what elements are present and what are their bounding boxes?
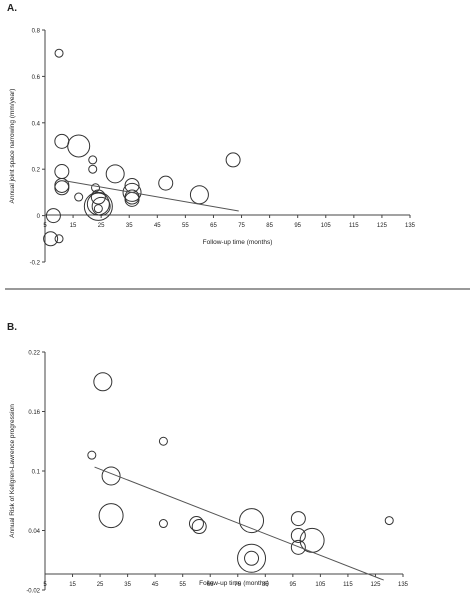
x-tick-label: 115 <box>343 582 353 588</box>
x-tick-label: 35 <box>126 223 133 229</box>
x-tick-label: 45 <box>152 582 159 588</box>
data-point <box>88 155 98 165</box>
data-point <box>158 175 174 191</box>
y-tick-label: -0.2 <box>30 261 41 267</box>
data-point <box>105 164 125 184</box>
data-point <box>244 550 260 566</box>
y-axis-title: Annual Risk of Kellgren-Lawrence progres… <box>9 404 16 538</box>
data-point <box>239 508 265 534</box>
y-tick-label: 0.16 <box>28 410 40 416</box>
data-point <box>237 543 267 573</box>
y-axis-title: Annual joint space narrowing (mm/year) <box>9 89 16 204</box>
data-point <box>45 208 61 224</box>
data-point <box>87 450 97 460</box>
x-tick-label: 135 <box>398 582 409 588</box>
x-axis-title: Follow-up time (months) <box>203 239 273 246</box>
y-tick-label: 0.04 <box>28 529 40 535</box>
x-tick-label: 15 <box>70 223 77 229</box>
data-point <box>91 196 111 216</box>
data-point <box>189 185 209 205</box>
x-tick-label: 25 <box>97 582 104 588</box>
data-point <box>54 164 70 180</box>
x-tick-label: 85 <box>266 223 273 229</box>
x-axis-title: Follow-up time (months) <box>199 580 269 587</box>
y-tick-label: 0 <box>37 214 41 220</box>
x-tick-label: 125 <box>370 582 381 588</box>
x-tick-label: 85 <box>262 582 269 588</box>
y-tick-label: -0.02 <box>26 589 40 595</box>
data-point <box>74 192 84 202</box>
x-tick-label: 105 <box>321 223 332 229</box>
data-point <box>290 511 306 527</box>
data-point <box>191 519 207 535</box>
data-point <box>90 189 106 205</box>
data-point <box>93 372 113 392</box>
data-point <box>158 519 168 529</box>
x-tick-label: 95 <box>294 223 301 229</box>
x-tick-label: 115 <box>349 223 359 229</box>
trend-line <box>64 180 239 212</box>
data-point <box>54 180 70 196</box>
data-point <box>158 436 168 446</box>
data-point <box>225 152 241 168</box>
x-tick-label: 135 <box>405 223 416 229</box>
data-point <box>54 133 70 149</box>
data-point <box>98 503 124 529</box>
x-tick-label: 5 <box>43 582 47 588</box>
data-point <box>122 182 142 202</box>
panel-label: B. <box>7 322 17 333</box>
x-tick-label: 105 <box>315 582 326 588</box>
y-tick-label: 0.8 <box>32 29 41 35</box>
y-tick-label: 0.2 <box>32 168 41 174</box>
data-point <box>88 164 98 174</box>
data-point <box>67 134 91 158</box>
panel-label: A. <box>7 3 17 14</box>
x-tick-label: 95 <box>290 582 297 588</box>
data-point <box>83 191 113 221</box>
data-point <box>43 231 59 247</box>
y-tick-label: 0.22 <box>28 351 40 357</box>
x-tick-label: 55 <box>182 223 189 229</box>
x-tick-label: 55 <box>179 582 186 588</box>
x-tick-label: 35 <box>124 582 131 588</box>
panel-b-chart: B. -0.02 0.04 0.1 0.16 0.22 5 15 25 35 45 55 65 75 85 9… <box>7 322 409 595</box>
data-point <box>54 48 64 58</box>
y-tick-label: 0.1 <box>32 470 41 476</box>
data-point <box>384 516 394 526</box>
x-tick-label: 75 <box>234 582 241 588</box>
data-point <box>91 183 101 193</box>
x-tick-label: 15 <box>69 582 76 588</box>
x-tick-label: 65 <box>210 223 217 229</box>
x-tick-label: 45 <box>154 223 161 229</box>
x-tick-label: 65 <box>207 582 214 588</box>
x-tick-label: 25 <box>98 223 105 229</box>
x-tick-label: 75 <box>238 223 245 229</box>
data-point <box>290 539 306 555</box>
x-tick-label: 125 <box>377 223 388 229</box>
data-point <box>188 516 204 532</box>
data-point <box>54 234 64 244</box>
y-tick-label: 0.6 <box>32 75 41 81</box>
y-tick-label: 0.4 <box>32 121 41 127</box>
trend-line <box>94 466 384 581</box>
panel-a-chart: A. -0.2 0 0.2 0.4 0.6 0.8 5 15 25 35 45 55 65 75 85 95 10… <box>7 3 416 267</box>
data-point <box>101 466 121 486</box>
data-point <box>290 527 306 543</box>
data-point <box>93 204 103 214</box>
x-tick-label: 5 <box>43 223 47 229</box>
